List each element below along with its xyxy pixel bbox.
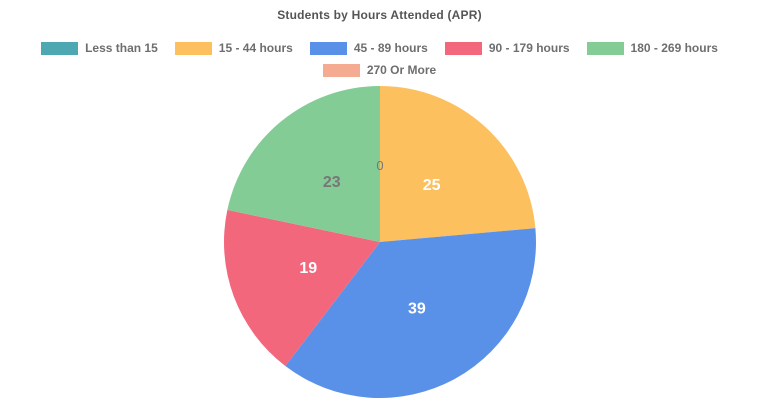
legend-item-label: 180 - 269 hours: [630, 41, 718, 55]
slice-value-label-15-44-hours: 25: [423, 177, 441, 194]
legend-item-label: Less than 15: [85, 41, 158, 55]
slice-value-label-90-179-hours: 19: [299, 260, 317, 277]
pie-slice-90-179-hours[interactable]: [224, 209, 380, 366]
legend-row: 270 Or More: [322, 63, 437, 77]
legend-item-label: 45 - 89 hours: [353, 41, 428, 55]
legend-item-270-or-more[interactable]: 270 Or More: [322, 63, 437, 77]
slice-value-label-180-269-hours: 23: [323, 174, 341, 191]
slice-value-label-less-than-15: 0: [376, 158, 383, 173]
legend-item-label: 90 - 179 hours: [488, 41, 570, 55]
pie-slice-45-89-hours[interactable]: [285, 228, 536, 398]
legend-swatch-icon: [309, 41, 347, 55]
slice-value-label-45-89-hours: 39: [408, 300, 426, 317]
legend-row: Less than 15 15 - 44 hours 45 - 89 hours 90…: [41, 41, 718, 55]
legend-item-label: 270 Or More: [366, 63, 437, 77]
legend-swatch-icon: [41, 41, 79, 55]
pie-slice-15-44-hours[interactable]: [380, 86, 536, 242]
legend-item-180-269-hours[interactable]: 180 - 269 hours: [586, 41, 718, 55]
chart-title: Students by Hours Attended (APR): [277, 8, 482, 22]
legend-swatch-icon: [444, 41, 482, 55]
pie-slice-180-269-hours[interactable]: [227, 86, 380, 242]
legend-swatch-icon: [174, 41, 212, 55]
legend-item-90-179-hours[interactable]: 90 - 179 hours: [444, 41, 570, 55]
chart-legend: Less than 15 15 - 44 hours 45 - 89 hours 90…: [0, 41, 759, 77]
legend-swatch-icon: [322, 63, 360, 77]
legend-item-15-44-hours[interactable]: 15 - 44 hours: [174, 41, 293, 55]
legend-swatch-icon: [586, 41, 624, 55]
legend-item-label: 15 - 44 hours: [218, 41, 293, 55]
legend-item-45-89-hours[interactable]: 45 - 89 hours: [309, 41, 428, 55]
legend-item-less-than-15[interactable]: Less than 15: [41, 41, 158, 55]
